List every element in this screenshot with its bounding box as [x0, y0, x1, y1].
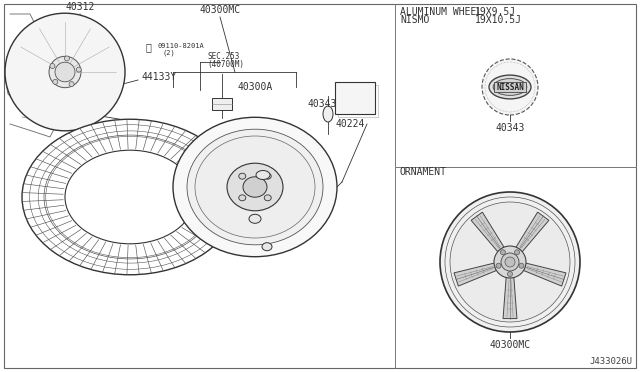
- Ellipse shape: [243, 177, 267, 197]
- Ellipse shape: [76, 67, 81, 72]
- Ellipse shape: [50, 64, 55, 68]
- Ellipse shape: [493, 78, 527, 95]
- Ellipse shape: [49, 56, 81, 88]
- Text: NISMO: NISMO: [400, 15, 429, 25]
- Text: 40300A: 40300A: [238, 82, 273, 92]
- Text: 40312: 40312: [65, 2, 95, 12]
- Text: (40700M): (40700M): [207, 60, 244, 69]
- Circle shape: [440, 192, 580, 332]
- Circle shape: [496, 263, 501, 268]
- Polygon shape: [503, 278, 517, 318]
- Bar: [338, 85, 378, 117]
- Polygon shape: [524, 263, 566, 286]
- Circle shape: [494, 246, 526, 278]
- Ellipse shape: [239, 173, 246, 179]
- Ellipse shape: [489, 75, 531, 99]
- Polygon shape: [471, 212, 504, 252]
- Ellipse shape: [65, 150, 195, 244]
- Text: SEC.253: SEC.253: [207, 52, 239, 61]
- Text: ORNAMENT: ORNAMENT: [400, 167, 447, 177]
- Ellipse shape: [249, 214, 261, 223]
- Bar: [494, 82, 526, 92]
- Circle shape: [508, 272, 513, 276]
- Text: 40300MC: 40300MC: [200, 5, 241, 15]
- Circle shape: [519, 263, 524, 268]
- Polygon shape: [516, 212, 549, 252]
- Ellipse shape: [264, 195, 271, 201]
- Text: ALUMINUM WHEEL: ALUMINUM WHEEL: [400, 7, 483, 17]
- Text: 40343: 40343: [307, 99, 337, 109]
- Text: 40300AA: 40300AA: [339, 93, 371, 103]
- Ellipse shape: [187, 129, 323, 245]
- Text: NISSAN: NISSAN: [496, 83, 524, 92]
- Ellipse shape: [173, 117, 337, 257]
- Circle shape: [500, 250, 506, 255]
- Ellipse shape: [227, 163, 283, 211]
- Text: 40343: 40343: [495, 123, 525, 133]
- Circle shape: [482, 59, 538, 115]
- Ellipse shape: [69, 82, 74, 87]
- Ellipse shape: [55, 62, 75, 82]
- Circle shape: [450, 202, 570, 322]
- Ellipse shape: [65, 56, 70, 61]
- Bar: [335, 82, 375, 114]
- Text: 44133Y: 44133Y: [142, 72, 177, 82]
- Circle shape: [501, 253, 519, 271]
- Ellipse shape: [22, 119, 238, 275]
- Text: 19X10.5J: 19X10.5J: [475, 15, 522, 25]
- Text: 40300MC: 40300MC: [490, 340, 531, 350]
- Text: Ⓑ: Ⓑ: [145, 42, 151, 52]
- Ellipse shape: [5, 13, 125, 131]
- Ellipse shape: [264, 173, 271, 179]
- Ellipse shape: [52, 79, 58, 84]
- Ellipse shape: [239, 195, 246, 201]
- Circle shape: [505, 257, 515, 267]
- Polygon shape: [454, 263, 497, 286]
- Ellipse shape: [323, 106, 333, 122]
- Bar: [212, 98, 232, 110]
- Text: J433026U: J433026U: [589, 357, 632, 366]
- Circle shape: [515, 250, 520, 255]
- Text: (2): (2): [162, 50, 175, 57]
- Ellipse shape: [195, 136, 315, 238]
- Ellipse shape: [256, 170, 270, 180]
- Text: 40224: 40224: [335, 119, 364, 129]
- Text: 09110-8201A: 09110-8201A: [158, 43, 205, 49]
- Text: 19X9.5J: 19X9.5J: [475, 7, 516, 17]
- Ellipse shape: [262, 243, 272, 251]
